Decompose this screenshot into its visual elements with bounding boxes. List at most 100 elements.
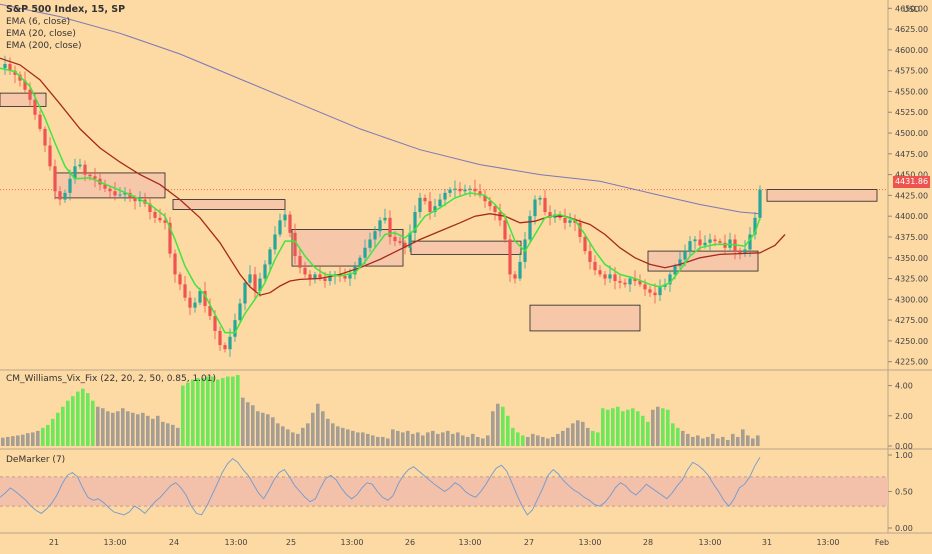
vix-bar (461, 435, 465, 446)
candle-body (223, 345, 227, 350)
candle-body (263, 264, 267, 279)
candle-body (363, 247, 367, 258)
ema20-line (0, 57, 786, 296)
candle-body (68, 178, 72, 193)
price-tick-label: 4400.00 (895, 212, 928, 221)
vix-bar (321, 411, 325, 446)
vix-bar (436, 433, 440, 446)
candle-body (178, 274, 182, 285)
vix-bar (261, 412, 265, 446)
candle-body (378, 220, 382, 232)
vix-bar (56, 412, 60, 446)
candle-body (153, 212, 157, 218)
vix-bar (26, 433, 30, 446)
vix-bar (571, 423, 575, 446)
time-tick-label: 21 (49, 538, 59, 547)
candle-body (83, 164, 87, 175)
candle-body (103, 184, 107, 189)
vix-bar (646, 421, 650, 446)
vix-bar (226, 376, 230, 446)
candle-body (653, 292, 657, 296)
vix-bar (671, 423, 675, 446)
vix-bar (131, 412, 135, 446)
vix-bar (466, 436, 470, 446)
legend-ema20[interactable]: EMA (20, close) (6, 29, 76, 39)
vix-bar (306, 423, 310, 446)
candle-body (113, 191, 117, 196)
vix-bar (546, 438, 550, 446)
candle-body (303, 267, 307, 275)
legend-ema6[interactable]: EMA (6, close) (6, 17, 71, 27)
candle-body (538, 197, 542, 200)
vix-bar (621, 411, 625, 446)
candle-body (388, 217, 392, 237)
time-tick-label: 13:00 (578, 538, 601, 547)
candle-body (578, 222, 582, 237)
vix-bar (271, 417, 275, 446)
vix-bar (656, 406, 660, 446)
vix-bar (681, 430, 685, 446)
demarker-tick-label: 0.00 (895, 524, 913, 533)
candle-body (593, 261, 597, 271)
candle-body (78, 164, 82, 167)
current-price-tag: 4431.86 (893, 176, 930, 188)
legend-ema200[interactable]: EMA (200, close) (6, 41, 82, 51)
vix-bar (341, 427, 345, 446)
candle-body (728, 239, 732, 248)
price-tick-label: 4325.00 (895, 275, 928, 284)
symbol-title[interactable]: S&P 500 Index, 15, SP (6, 4, 126, 15)
vix-bar (146, 415, 150, 446)
candle-body (348, 274, 352, 279)
candle-body (698, 239, 702, 246)
candle-body (218, 330, 222, 346)
candle-body (403, 242, 407, 248)
candle-body (463, 189, 467, 192)
vix-bar (206, 376, 210, 446)
candle-body (433, 206, 437, 213)
vix-bar (201, 378, 205, 446)
time-tick-label: 13:00 (224, 538, 247, 547)
time-tick-label: 24 (169, 538, 179, 547)
candle-body (533, 199, 537, 217)
demarker-title[interactable]: DeMarker (7) (6, 455, 66, 465)
candle-body (108, 188, 112, 192)
candle-body (323, 278, 327, 282)
vix-bar (391, 429, 395, 446)
vix-bar (166, 423, 170, 446)
vix-bar (221, 378, 225, 446)
candle-body (163, 220, 167, 223)
time-tick-label: 13:00 (698, 538, 721, 547)
candle-body (63, 192, 67, 200)
vix-bar (371, 435, 375, 446)
vix-title[interactable]: CM_Williams_Vix_Fix (22, 20, 2, 50, 0.85… (6, 374, 217, 384)
vix-bar (141, 412, 145, 446)
candle-body (583, 236, 587, 252)
candle-body (598, 270, 602, 275)
candle-body (608, 274, 612, 279)
candle-body (758, 189, 762, 218)
candle-body (73, 166, 77, 179)
vix-bar (576, 420, 580, 446)
demarker-tick-label: 0.50 (895, 488, 913, 497)
vix-bar (316, 403, 320, 446)
vix-bar (136, 414, 140, 446)
candle-body (228, 336, 232, 350)
vix-bar (116, 411, 120, 446)
candle-body (603, 274, 607, 279)
price-tick-label: 4300.00 (895, 295, 928, 304)
candle-body (673, 266, 677, 275)
candle-body (258, 278, 262, 292)
price-tick-label: 4575.00 (895, 67, 928, 76)
vix-bar (36, 430, 40, 446)
vix-bar (451, 433, 455, 446)
candle-body (53, 166, 57, 192)
candle-body (723, 242, 727, 248)
vix-bar (536, 435, 540, 446)
candle-body (468, 188, 472, 190)
vix-bar (46, 424, 50, 446)
candle-body (148, 203, 152, 213)
vix-bar (326, 418, 330, 446)
time-tick-label: 26 (405, 538, 415, 547)
